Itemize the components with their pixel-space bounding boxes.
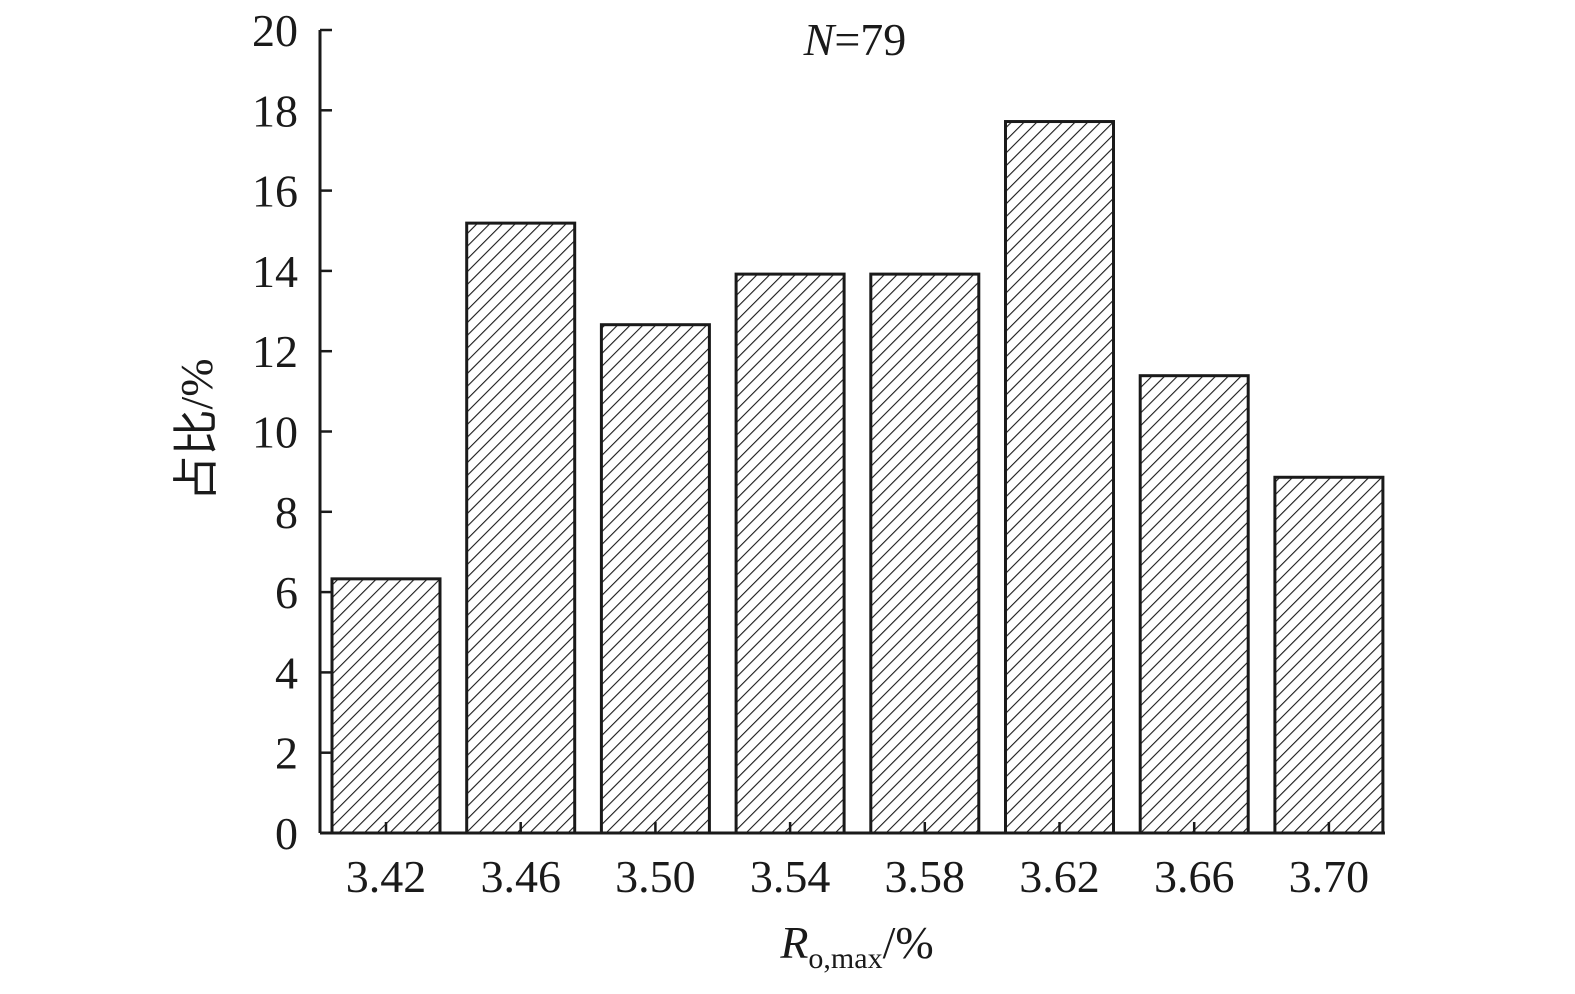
x-ticks-layer: 3.42 3.46 3.50 3.54 3.58 3.62 3.66 3.70	[346, 822, 1369, 902]
y-tick-label: 16	[252, 166, 298, 217]
y-tick-label: 20	[252, 5, 298, 56]
annotation-rest: =79	[834, 14, 906, 65]
sample-size-annotation: N=79	[803, 14, 907, 65]
y-tick-label: 14	[252, 246, 298, 297]
y-tick-label: 6	[275, 567, 298, 618]
x-tick-label: 3.54	[750, 851, 831, 902]
x-axis-title-subscript: o,max	[808, 942, 882, 975]
bar-3.70	[1273, 475, 1385, 835]
x-tick-label: 3.50	[615, 851, 696, 902]
y-ticks-layer: 0 2 4 6 8 10 12 14 16 18 20	[252, 5, 332, 859]
y-tick-label: 4	[275, 647, 298, 698]
bar-3.66	[1138, 374, 1250, 835]
bar-3.58	[869, 272, 981, 835]
bar-3.54	[734, 272, 846, 835]
annotation-italic: N	[803, 14, 837, 65]
y-axis-title: 占比/%	[171, 358, 222, 501]
x-tick-label: 3.42	[346, 851, 427, 902]
x-axis-title: Ro,max/%	[779, 917, 933, 975]
x-tick-label: 3.66	[1154, 851, 1235, 902]
bar-3.42	[330, 577, 442, 835]
x-tick-label: 3.70	[1289, 851, 1370, 902]
bar-3.50	[599, 323, 711, 835]
x-tick-label: 3.58	[885, 851, 966, 902]
x-tick-label: 3.62	[1019, 851, 1100, 902]
y-tick-label: 2	[275, 728, 298, 779]
bar-3.46	[465, 221, 577, 835]
x-axis-title-suffix: /%	[883, 917, 934, 968]
y-tick-label: 8	[275, 487, 298, 538]
bars-layer	[330, 120, 1385, 835]
y-tick-label: 12	[252, 326, 298, 377]
y-tick-label: 0	[275, 808, 298, 859]
y-tick-label: 10	[252, 407, 298, 458]
x-axis-title-main: R	[779, 917, 808, 968]
bar-3.62	[1004, 120, 1115, 835]
x-tick-label: 3.46	[480, 851, 561, 902]
y-tick-label: 18	[252, 85, 298, 136]
